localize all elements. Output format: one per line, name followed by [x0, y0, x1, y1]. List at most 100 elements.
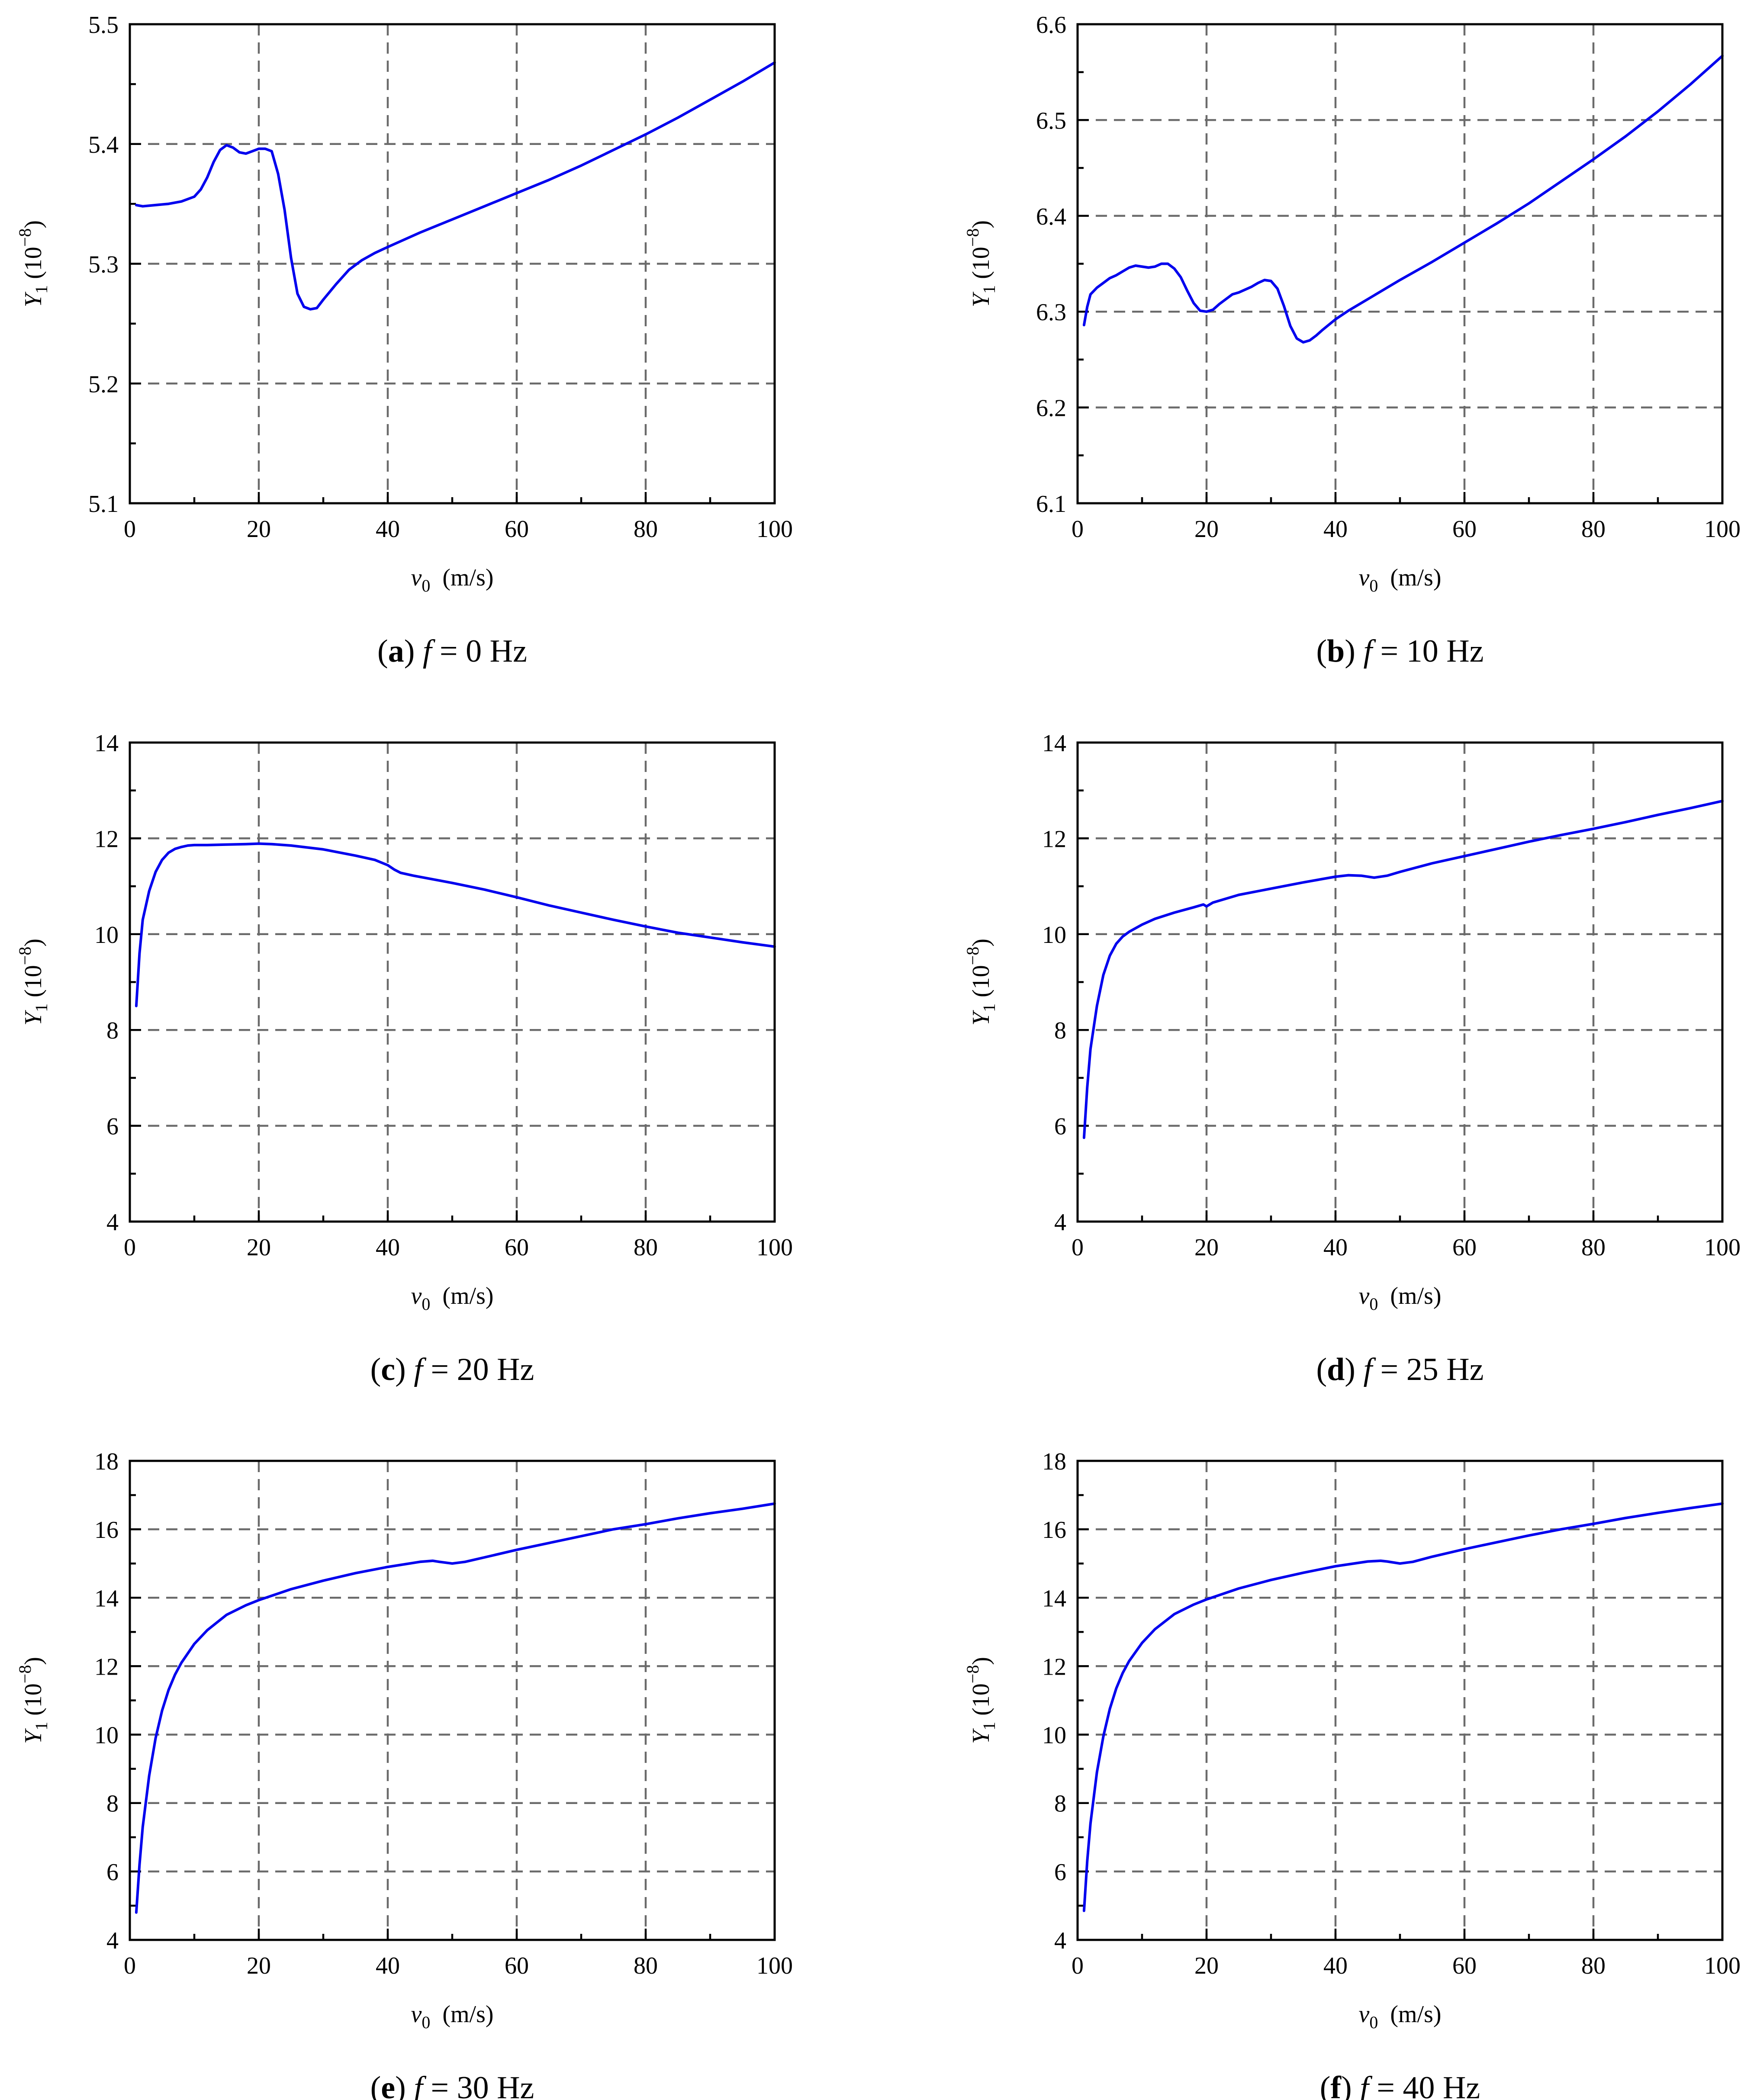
- y-tick-label: 16: [94, 1517, 119, 1544]
- y-tick-label: 18: [1042, 1448, 1066, 1475]
- panel-caption-c: (c) f = 20 Hz: [370, 1352, 534, 1387]
- series-line-d: [1082, 800, 1724, 1139]
- x-tick-label: 40: [376, 1234, 400, 1261]
- x-tick-label: 80: [1581, 516, 1606, 543]
- x-tick-label: 80: [634, 516, 658, 543]
- y-tick-label: 12: [1042, 1653, 1066, 1680]
- plot-frame: [129, 23, 776, 505]
- x-tick-label: 20: [247, 1952, 271, 1979]
- panel-caption-b: (b) f = 10 Hz: [1316, 634, 1483, 669]
- x-tick-label: 100: [756, 1234, 793, 1261]
- y-tick-label: 5.2: [88, 371, 119, 398]
- y-tick-label: 8: [1054, 1017, 1066, 1044]
- plot-frame: [1076, 23, 1724, 505]
- y-tick-label: 5.5: [88, 12, 119, 39]
- chart-panel-d: 0 20 40 60 80 100 4 6 8 10 12 14 v0 (m/s) Y1 (10−8) (d…: [963, 730, 1741, 1387]
- y-tick-label: 10: [94, 922, 119, 949]
- y-axis-label: Y1 (10−8): [15, 1657, 51, 1744]
- y-tick-label: 6: [1054, 1859, 1066, 1886]
- x-tick-label: 80: [1581, 1234, 1606, 1261]
- y-tick-label: 8: [106, 1791, 119, 1817]
- x-tick-label: 100: [756, 516, 793, 543]
- x-axis-label: v0 (m/s): [411, 564, 493, 595]
- series-line-a: [135, 61, 776, 311]
- x-tick-label: 100: [756, 1952, 793, 1979]
- y-tick-label: 4: [106, 1927, 119, 1954]
- y-tick-label: 10: [94, 1722, 119, 1749]
- x-tick-label: 60: [1452, 1234, 1477, 1261]
- x-tick-label: 80: [1581, 1952, 1606, 1979]
- y-tick-label: 8: [106, 1017, 119, 1044]
- series-line-f: [1082, 1502, 1724, 1912]
- x-tick-label: 100: [1704, 1234, 1741, 1261]
- x-axis-label: v0 (m/s): [411, 2001, 493, 2032]
- x-axis-label: v0 (m/s): [1358, 1283, 1441, 1314]
- panel-caption-e: (e) f = 30 Hz: [370, 2070, 534, 2100]
- x-tick-label: 40: [376, 1952, 400, 1979]
- panel-caption-d: (d) f = 25 Hz: [1316, 1352, 1483, 1387]
- x-tick-label: 0: [1072, 516, 1084, 543]
- y-tick-label: 6.1: [1036, 491, 1066, 518]
- x-axis-label: v0 (m/s): [1358, 2001, 1441, 2032]
- y-tick-label: 4: [1054, 1209, 1066, 1236]
- x-tick-label: 60: [505, 1234, 529, 1261]
- x-tick-label: 40: [1323, 516, 1348, 543]
- series-line-c: [135, 842, 776, 1007]
- x-tick-label: 20: [247, 516, 271, 543]
- panel-caption-f: (f) f = 40 Hz: [1320, 2070, 1480, 2100]
- y-tick-label: 6.6: [1036, 12, 1066, 39]
- x-tick-label: 20: [1194, 1952, 1219, 1979]
- x-tick-label: 60: [1452, 516, 1477, 543]
- y-tick-label: 10: [1042, 1722, 1066, 1749]
- y-tick-label: 4: [106, 1209, 119, 1236]
- series-line-b: [1082, 55, 1724, 344]
- y-tick-label: 6: [1054, 1113, 1066, 1140]
- x-tick-label: 40: [376, 516, 400, 543]
- x-tick-label: 0: [124, 516, 136, 543]
- chart-panel-f: 0 20 40 60 80 100 4 6 8 10 12 14 16 18 v0 (m/s) Y1 (10−…: [963, 1448, 1741, 2100]
- x-tick-label: 60: [1452, 1952, 1477, 1979]
- x-tick-label: 60: [505, 516, 529, 543]
- series-line-e: [135, 1502, 776, 1914]
- y-tick-label: 6: [106, 1113, 119, 1140]
- chart-panel-c: 0 20 40 60 80 100 4 6 8 10 12 14 v0 (m/s) Y1 (10−8) (c…: [15, 730, 793, 1387]
- plot-frame: [1076, 741, 1724, 1223]
- y-axis-label: Y1 (10−8): [963, 939, 999, 1026]
- x-tick-label: 20: [1194, 1234, 1219, 1261]
- y-tick-label: 14: [94, 730, 119, 757]
- plot-frame: [1076, 1460, 1724, 1941]
- chart-panel-b: 0 20 40 60 80 100 6.1 6.2 6.3 6.4 6.5 6.6 v0 (m/s) Y1…: [963, 12, 1741, 669]
- x-axis-label: v0 (m/s): [411, 1283, 493, 1314]
- x-tick-label: 100: [1704, 516, 1741, 543]
- y-tick-label: 5.3: [88, 251, 119, 278]
- y-axis-label: Y1 (10−8): [15, 939, 51, 1026]
- x-tick-label: 20: [1194, 516, 1219, 543]
- y-tick-label: 14: [1042, 1585, 1066, 1612]
- x-axis-label: v0 (m/s): [1358, 564, 1441, 595]
- chart-panel-a: 0 20 40 60 80 100 5.1 5.2 5.3 5.4 5.5 v0 (m/s) Y1 (1…: [15, 12, 793, 669]
- y-tick-label: 12: [94, 826, 119, 852]
- x-tick-label: 80: [634, 1234, 658, 1261]
- chart-panel-e: 0 20 40 60 80 100 4 6 8 10 12 14 16 18 v0 (m/s) Y1 (10−…: [15, 1448, 793, 2100]
- x-tick-label: 60: [505, 1952, 529, 1979]
- y-tick-label: 8: [1054, 1791, 1066, 1817]
- x-tick-label: 20: [247, 1234, 271, 1261]
- y-tick-label: 18: [94, 1448, 119, 1475]
- y-axis-label: Y1 (10−8): [963, 220, 999, 307]
- y-tick-label: 5.1: [88, 491, 119, 518]
- y-tick-label: 14: [1042, 730, 1066, 757]
- y-tick-label: 12: [1042, 826, 1066, 852]
- x-tick-label: 40: [1323, 1234, 1348, 1261]
- x-tick-label: 0: [1072, 1234, 1084, 1261]
- y-tick-label: 4: [1054, 1927, 1066, 1954]
- panel-caption-a: (a) f = 0 Hz: [377, 634, 527, 669]
- y-tick-label: 6: [106, 1859, 119, 1886]
- x-tick-label: 0: [124, 1952, 136, 1979]
- y-tick-label: 10: [1042, 922, 1066, 949]
- y-tick-label: 6.2: [1036, 395, 1066, 422]
- x-tick-label: 100: [1704, 1952, 1741, 1979]
- y-tick-label: 6.3: [1036, 299, 1066, 326]
- x-tick-label: 0: [124, 1234, 136, 1261]
- y-tick-label: 12: [94, 1653, 119, 1680]
